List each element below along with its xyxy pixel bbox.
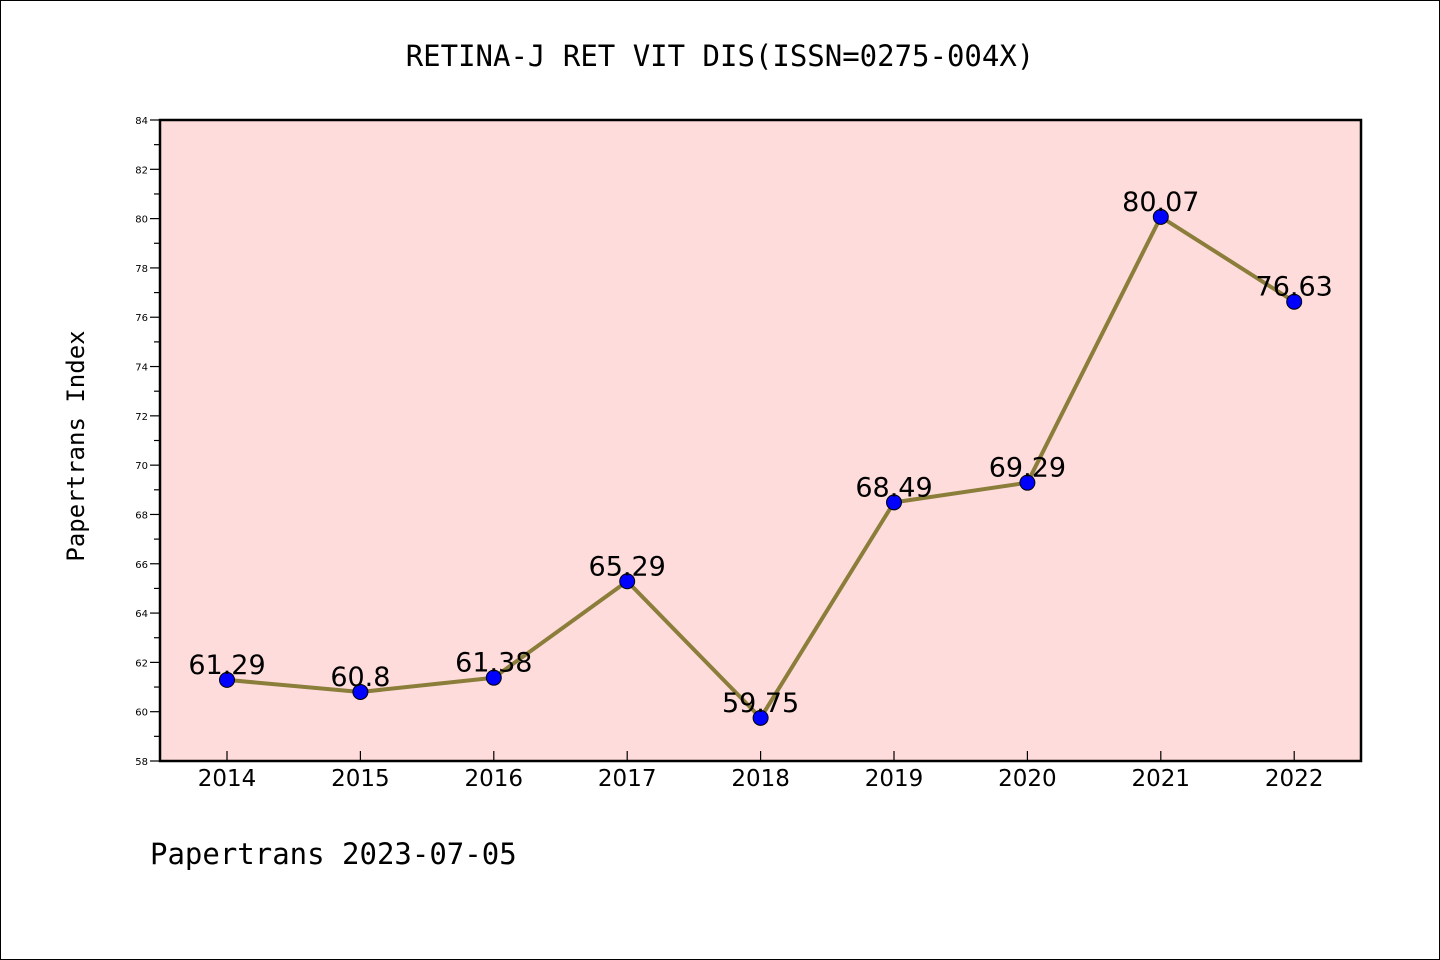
- x-tick-label: 2014: [198, 766, 257, 792]
- data-point-2020: [1019, 474, 1036, 491]
- y-tick-label: 84: [135, 116, 148, 127]
- y-tick-label: 70: [135, 461, 148, 472]
- y-tick-label: 76: [135, 313, 148, 324]
- x-tick-label: 2016: [465, 766, 524, 792]
- data-label-2016: 61.38: [455, 648, 532, 679]
- y-tick-label: 64: [135, 609, 148, 620]
- y-tick-label: 74: [135, 363, 148, 374]
- x-tick-label: 2020: [998, 766, 1057, 792]
- footer-text: Papertrans 2023-07-05: [150, 837, 517, 871]
- y-axis-ticks: 58 60 62 64 66 68 70 72 74 76 78 80 82 84: [135, 116, 160, 768]
- y-tick-label: 58: [135, 757, 148, 768]
- data-label-2020: 69.29: [989, 453, 1066, 484]
- data-point-2018: [752, 709, 769, 726]
- y-tick-label: 66: [135, 560, 148, 571]
- data-label-2018: 59.75: [722, 688, 799, 719]
- data-point-2019: [886, 494, 902, 511]
- data-point-2015: [352, 683, 369, 700]
- data-point-2021: [1152, 208, 1169, 225]
- x-tick-label: 2015: [331, 766, 390, 792]
- data-label-2022: 76.63: [1256, 272, 1333, 303]
- data-point-2017: [619, 573, 636, 590]
- y-tick-label: 78: [135, 264, 148, 275]
- data-point-2022: [1286, 293, 1303, 310]
- y-tick-label: 60: [135, 708, 148, 719]
- data-markers: [219, 208, 1303, 726]
- x-axis-ticks: 2014 2015 2016 2017 2018 2019 2020 2021 2022: [198, 751, 1324, 792]
- chart-title: RETINA-J RET VIT DIS(ISSN=0275-004X): [406, 39, 1035, 73]
- y-tick-label: 72: [135, 412, 148, 423]
- data-label-2019: 68.49: [855, 472, 932, 503]
- data-label-2014: 61.29: [188, 650, 265, 681]
- data-point-2014: [219, 671, 235, 688]
- y-tick-label: 62: [135, 658, 148, 669]
- x-tick-label: 2019: [865, 766, 924, 792]
- y-axis-label: Papertrans Index: [62, 330, 90, 561]
- data-labels: 61.29 60.8 61.38 65.29 59.75 68.49 69.29 80.07 7…: [188, 187, 1332, 719]
- x-tick-label: 2017: [598, 766, 657, 792]
- data-label-2021: 80.07: [1122, 187, 1199, 218]
- data-label-2017: 65.29: [589, 551, 666, 582]
- x-tick-label: 2022: [1265, 766, 1324, 792]
- data-label-2015: 60.8: [330, 662, 390, 693]
- y-tick-label: 80: [135, 215, 148, 226]
- y-tick-label: 68: [135, 510, 148, 521]
- data-point-2016: [485, 669, 502, 686]
- x-tick-label: 2021: [1132, 766, 1191, 792]
- x-tick-label: 2018: [731, 766, 790, 792]
- y-tick-label: 82: [135, 165, 148, 176]
- plot-area: [158, 118, 1363, 763]
